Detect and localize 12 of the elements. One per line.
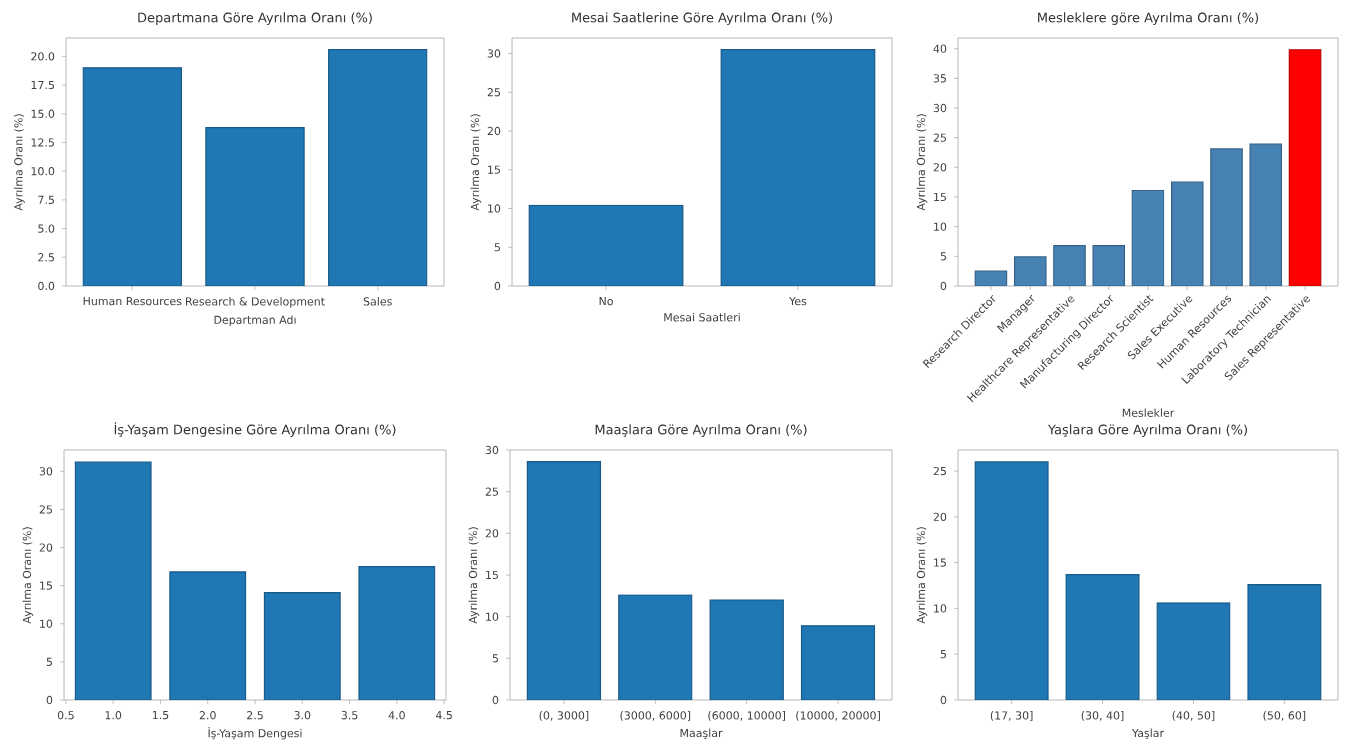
bar [169,571,247,700]
bar [205,126,305,286]
bar [1249,143,1283,286]
bar [1170,181,1204,286]
bar [1092,245,1126,286]
bar [1156,602,1231,700]
bar [709,599,784,700]
bar [328,48,428,286]
bar [1013,256,1047,286]
bar [526,461,602,700]
bar [82,67,182,286]
bar [1053,245,1086,286]
